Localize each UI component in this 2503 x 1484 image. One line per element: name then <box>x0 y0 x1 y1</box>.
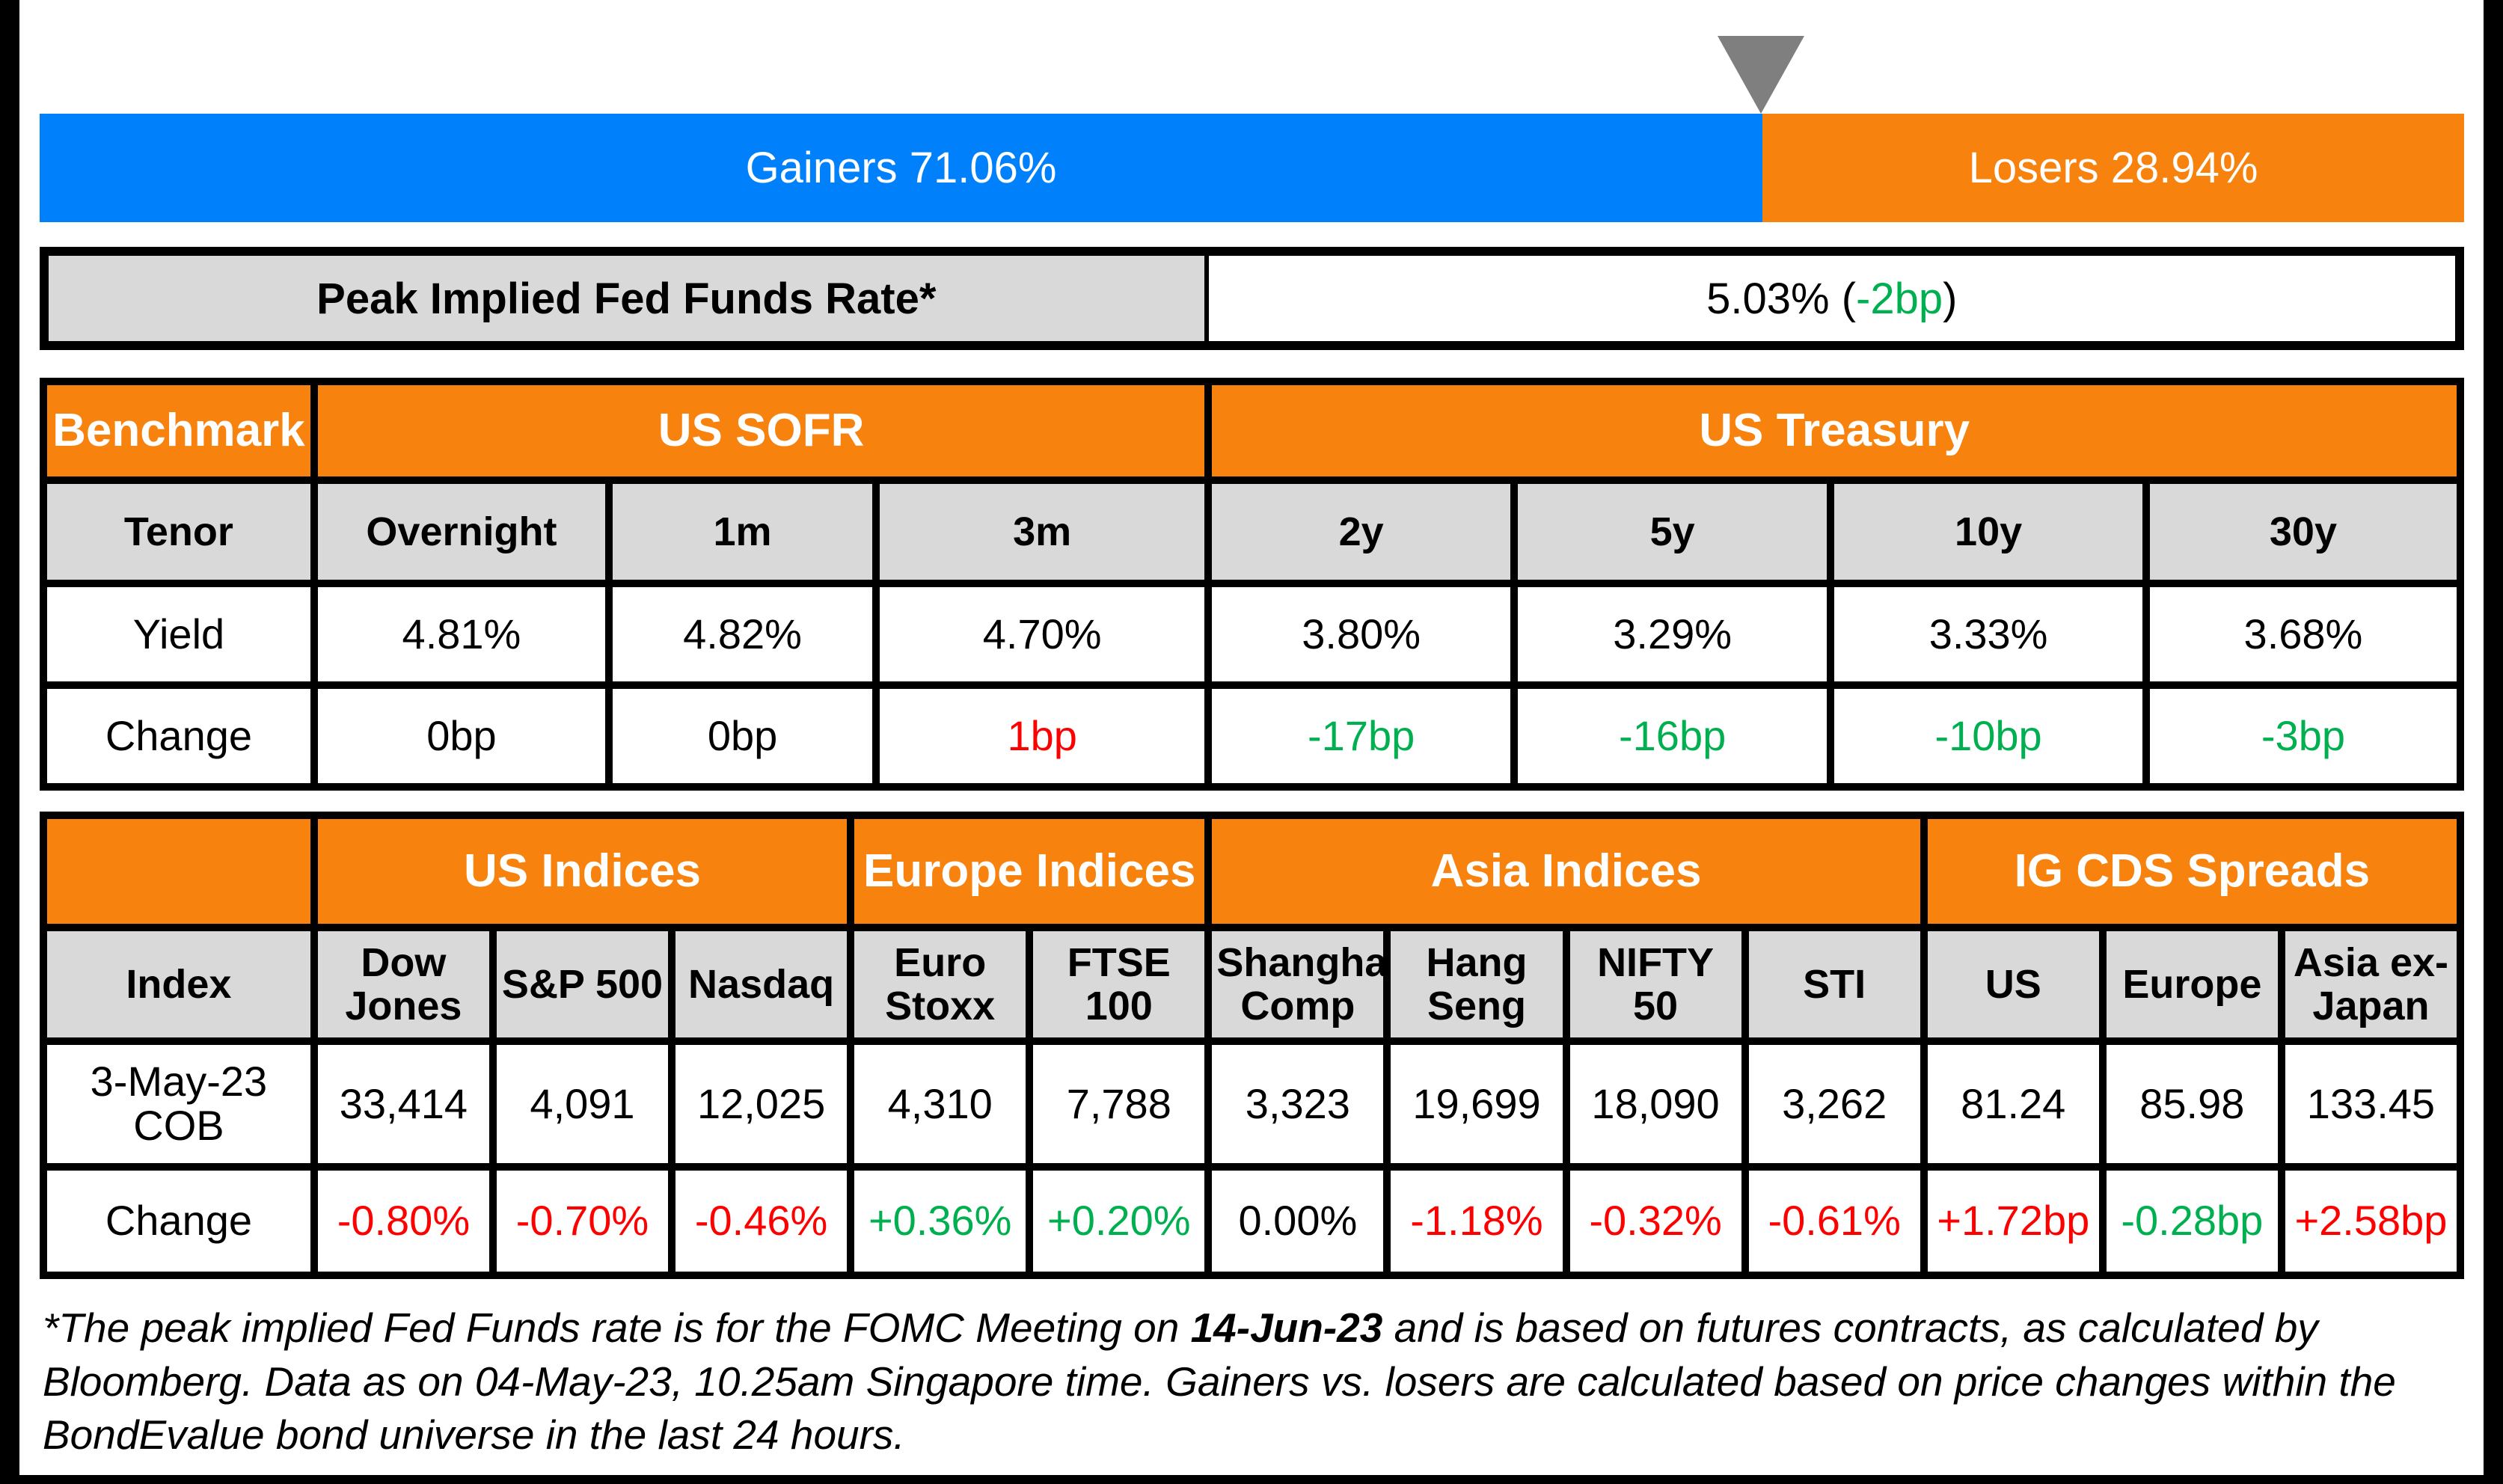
indices-change-row-label: Change <box>40 1163 318 1279</box>
index-header: US <box>1920 924 2107 1045</box>
tenor-row-label: Tenor <box>40 476 318 587</box>
index-header: NIFTY 50 <box>1562 924 1749 1045</box>
frame-right-edge <box>2484 0 2503 1484</box>
footnote-part1: *The peak implied Fed Funds rate is for … <box>43 1304 1191 1351</box>
peak-rate-change: -2bp <box>1856 274 1943 323</box>
index-header: STI <box>1741 924 1928 1045</box>
benchmark-corner-header: Benchmark <box>40 378 318 484</box>
yield-value: 4.82% <box>605 580 880 689</box>
group-header-europe-indices: Europe Indices <box>847 812 1213 931</box>
index-header: FTSE 100 <box>1026 924 1213 1045</box>
index-header: Euro Stoxx <box>847 924 1034 1045</box>
yield-value: 4.81% <box>310 580 613 689</box>
index-header: Europe <box>2098 924 2285 1045</box>
benchmark-table-container: Benchmark US SOFR US Treasury Tenor Over… <box>40 378 2465 791</box>
benchmark-table: Benchmark US SOFR US Treasury Tenor Over… <box>40 378 2465 791</box>
index-change-value: -0.46% <box>668 1163 855 1279</box>
yield-change-value: 0bp <box>310 681 613 791</box>
tenor-header: 1m <box>605 476 880 587</box>
losers-label: Losers 28.94% <box>1968 144 2258 192</box>
yield-row-label: Yield <box>40 580 318 689</box>
index-header: Nasdaq <box>668 924 855 1045</box>
frame-left-edge <box>0 0 19 1484</box>
index-change-value: 0.00% <box>1204 1163 1391 1279</box>
index-header: Shanghai Comp <box>1204 924 1391 1045</box>
yield-change-value: 1bp <box>872 681 1213 791</box>
indices-table-container: US Indices Europe Indices Asia Indices I… <box>40 812 2465 1279</box>
cob-row-label: 3-May-23 COB <box>40 1037 318 1171</box>
index-value: 81.24 <box>1920 1037 2107 1171</box>
tenor-header: Overnight <box>310 476 613 587</box>
tenor-header: 30y <box>2142 476 2465 587</box>
tenor-header: 3m <box>872 476 1213 587</box>
footnote-text: *The peak implied Fed Funds rate is for … <box>43 1301 2421 1462</box>
index-value: 3,262 <box>1741 1037 1928 1171</box>
index-value: 7,788 <box>1026 1037 1213 1171</box>
index-header: S&P 500 <box>488 924 676 1045</box>
index-change-value: +1.72bp <box>1920 1163 2107 1279</box>
index-value: 33,414 <box>310 1037 497 1171</box>
indices-table: US Indices Europe Indices Asia Indices I… <box>40 812 2465 1279</box>
index-change-value: -0.32% <box>1562 1163 1749 1279</box>
index-header: Asia ex-Japan <box>2277 924 2465 1045</box>
index-row-label: Index <box>40 924 318 1045</box>
yield-change-value: -3bp <box>2142 681 2465 791</box>
index-value: 85.98 <box>2098 1037 2285 1171</box>
index-value: 18,090 <box>1562 1037 1749 1171</box>
yield-value: 4.70% <box>872 580 1213 689</box>
gainers-losers-marker-triangle-icon <box>1718 36 1804 114</box>
index-header: Hang Seng <box>1383 924 1570 1045</box>
index-change-value: -0.28bp <box>2098 1163 2285 1279</box>
yield-change-value: -16bp <box>1510 681 1835 791</box>
peak-rate-close-paren: ) <box>1943 274 1958 323</box>
peak-rate-value-text: 5.03% <box>1706 274 1842 323</box>
index-value: 4,310 <box>847 1037 1034 1171</box>
peak-fed-funds-rate-value: 5.03% (-2bp) <box>1209 256 2455 341</box>
group-header-ig-cds-spreads: IG CDS Spreads <box>1920 812 2465 931</box>
index-change-value: -0.61% <box>1741 1163 1928 1279</box>
yield-value: 3.80% <box>1204 580 1519 689</box>
gainers-segment: Gainers 71.06% <box>40 114 1763 222</box>
peak-fed-funds-rate-label: Peak Implied Fed Funds Rate* <box>49 256 1209 341</box>
footnote-fomc-date: 14-Jun-23 <box>1190 1304 1383 1351</box>
tenor-header: 10y <box>1827 476 2150 587</box>
group-header-asia-indices: Asia Indices <box>1204 812 1928 931</box>
tenor-header: 5y <box>1510 476 1835 587</box>
index-change-value: +0.36% <box>847 1163 1034 1279</box>
footnote-part2: and is based on futures contracts, as ca… <box>43 1304 2396 1458</box>
yield-value: 3.29% <box>1510 580 1835 689</box>
group-header-us-sofr: US SOFR <box>310 378 1213 484</box>
peak-fed-funds-rate-box: Peak Implied Fed Funds Rate* 5.03% (-2bp… <box>40 247 2464 350</box>
index-value: 133.45 <box>2277 1037 2465 1171</box>
index-change-value: -0.70% <box>488 1163 676 1279</box>
yield-value: 3.68% <box>2142 580 2465 689</box>
yield-change-value: -17bp <box>1204 681 1519 791</box>
index-header: Dow Jones <box>310 924 497 1045</box>
peak-rate-open-paren: ( <box>1841 274 1857 323</box>
group-header-us-indices: US Indices <box>310 812 855 931</box>
index-value: 12,025 <box>668 1037 855 1171</box>
change-row-label: Change <box>40 681 318 791</box>
indices-corner-header <box>40 812 318 931</box>
tenor-header: 2y <box>1204 476 1519 587</box>
index-value: 3,323 <box>1204 1037 1391 1171</box>
index-change-value: +0.20% <box>1026 1163 1213 1279</box>
yield-change-value: -10bp <box>1827 681 2150 791</box>
group-header-us-treasury: US Treasury <box>1204 378 2464 484</box>
yield-value: 3.33% <box>1827 580 2150 689</box>
index-change-value: -1.18% <box>1383 1163 1570 1279</box>
index-change-value: -0.80% <box>310 1163 497 1279</box>
frame-bottom-edge <box>0 1475 2503 1484</box>
losers-segment: Losers 28.94% <box>1762 114 2464 222</box>
index-value: 19,699 <box>1383 1037 1570 1171</box>
gainers-label: Gainers 71.06% <box>745 144 1057 192</box>
gainers-losers-bar: Gainers 71.06% Losers 28.94% <box>40 114 2464 222</box>
index-value: 4,091 <box>488 1037 676 1171</box>
yield-change-value: 0bp <box>605 681 880 791</box>
index-change-value: +2.58bp <box>2277 1163 2465 1279</box>
